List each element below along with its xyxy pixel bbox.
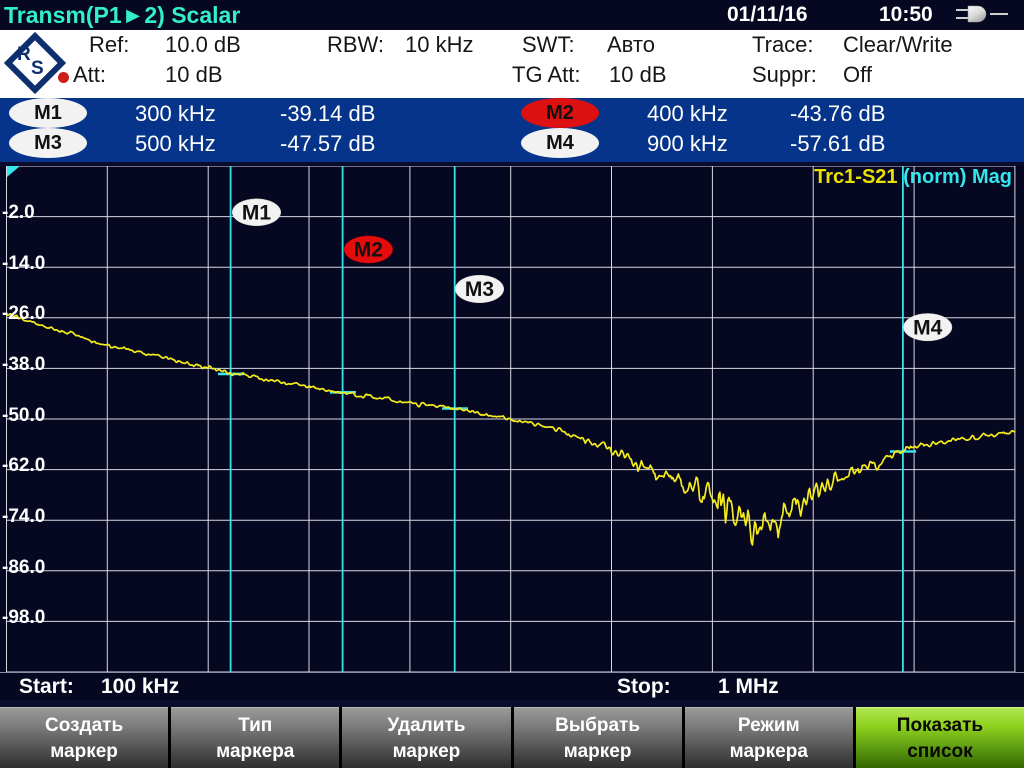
svg-text:M1: M1 [242, 202, 271, 225]
svg-text:Trc1-S21 (norm) Mag: Trc1-S21 (norm) Mag [814, 166, 1012, 188]
svg-text:M3: M3 [465, 278, 494, 301]
svg-text:M4: M4 [913, 316, 942, 339]
svg-text:M2: M2 [354, 239, 383, 262]
